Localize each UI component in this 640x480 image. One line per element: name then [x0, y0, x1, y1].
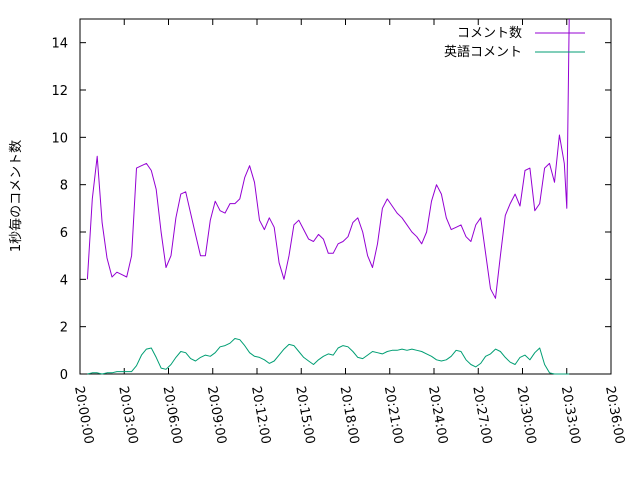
x-tick-label-4: 20:12:00 — [248, 385, 273, 445]
y-tick-label-7: 14 — [51, 37, 68, 52]
series-line-0 — [86, 18, 570, 299]
x-tick-label-6: 20:18:00 — [337, 385, 362, 445]
x-tick-label-2: 20:06:00 — [160, 385, 185, 445]
series-line-1 — [87, 338, 570, 375]
x-tick-label-7: 20:21:00 — [381, 385, 406, 445]
x-tick-label-11: 20:33:00 — [558, 385, 583, 445]
x-tick-label-8: 20:24:00 — [425, 385, 450, 445]
y-tick-label-3: 6 — [60, 226, 68, 241]
x-tick-label-9: 20:27:00 — [469, 385, 494, 445]
legend-label-comments: コメント数 — [457, 26, 522, 41]
y-tick-label-1: 2 — [60, 321, 68, 336]
legend: コメント数 英語コメント — [444, 26, 585, 60]
x-tick-label-0: 20:00:00 — [71, 385, 96, 445]
x-tick-label-10: 20:30:00 — [514, 385, 539, 445]
y-tick-label-0: 0 — [60, 368, 68, 383]
x-tick-labels: 20:00:00 20:03:00 20:06:00 20:09:00 20:12:00… — [71, 385, 627, 445]
legend-label-english-comments: 英語コメント — [444, 44, 522, 60]
y-axis-label: 1秒毎のコメント数 — [8, 140, 24, 252]
y-tick-label-4: 8 — [60, 179, 68, 194]
y-tick-label-5: 10 — [51, 131, 68, 146]
series-lines — [86, 18, 570, 375]
plot-border — [79, 18, 612, 375]
x-tick-label-3: 20:09:00 — [204, 385, 229, 445]
y-tick-labels: 0 2 4 6 8 10 12 14 — [51, 37, 68, 383]
x-tick-label-1: 20:03:00 — [115, 385, 140, 445]
y-tick-label-6: 12 — [51, 84, 68, 99]
y-tick-label-2: 4 — [60, 273, 68, 288]
x-tick-label-5: 20:15:00 — [292, 385, 317, 445]
ticks — [79, 19, 612, 375]
x-tick-label-12: 20:36:00 — [602, 385, 627, 445]
